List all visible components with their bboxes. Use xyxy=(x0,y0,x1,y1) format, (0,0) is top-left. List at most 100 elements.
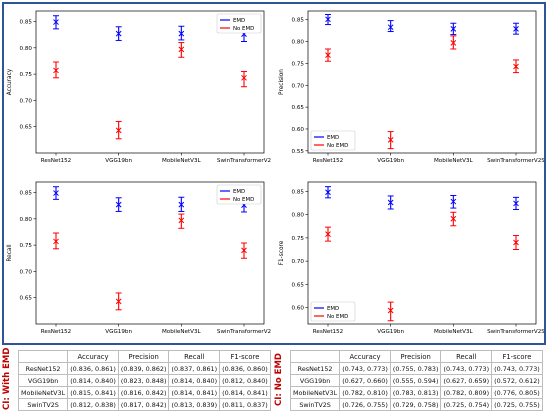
f1-score-chart: 0.60 0.65 0.70 0.75 0.80 0.85 F1-score ResNet15… xyxy=(276,176,544,343)
data-point-cross xyxy=(513,63,519,70)
table-cell: (0.837, 0.861) xyxy=(168,362,221,375)
data-point-cross xyxy=(325,16,331,23)
table-cell: ResNet152 xyxy=(289,362,341,375)
legend-label: No EMD xyxy=(327,143,348,149)
y-tick-label: 0.70 xyxy=(20,98,33,104)
x-tick-label: VGG19bn xyxy=(105,158,132,164)
f1-score-chart-svg: 0.60 0.65 0.70 0.75 0.80 0.85 F1-score ResNet15… xyxy=(279,181,544,335)
precision-chart-svg: 0.55 0.60 0.65 0.70 0.75 0.80 0.85 Precision Res… xyxy=(279,10,544,164)
data-point-cross xyxy=(53,19,59,25)
data-point-cross xyxy=(115,201,122,208)
accuracy-chart: 0.65 0.70 0.75 0.80 0.85 Accuracy ResNet152 VGG… xyxy=(4,5,272,172)
y-tick-label: 0.70 xyxy=(20,269,33,275)
legend-label: No EMD xyxy=(233,26,254,32)
y-tick-label: 0.70 xyxy=(292,259,305,265)
plot-frame xyxy=(307,10,537,154)
table-header-row: Accuracy Precision Recall F1-score xyxy=(289,350,543,363)
data-point-cross xyxy=(325,231,331,237)
y-tick-label: 0.75 xyxy=(292,61,305,67)
recall-chart: 0.65 0.70 0.75 0.80 0.85 Recall ResNet152 VGG19… xyxy=(4,176,272,343)
header-cell: Accuracy xyxy=(339,350,391,363)
data-point-cross xyxy=(178,201,185,208)
data-point-cross xyxy=(178,30,185,37)
table-cell: (0.729, 0.758) xyxy=(389,398,442,411)
table-cell: (0.812, 0.840) xyxy=(219,374,271,387)
accuracy-chart-svg: 0.65 0.70 0.75 0.80 0.85 Accuracy ResNet152 VGG… xyxy=(7,10,271,164)
y-axis-label: Accuracy xyxy=(7,68,13,95)
y-tick-label: 0.80 xyxy=(292,213,305,219)
table-cell: (0.811, 0.837) xyxy=(219,398,271,411)
y-tick-label: 0.65 xyxy=(292,282,305,288)
x-tick-label: ResNet152 xyxy=(313,158,344,164)
data-point-cross xyxy=(513,239,519,246)
header-cell: Recall xyxy=(440,350,493,363)
data-point-cross xyxy=(115,30,122,37)
y-axis-label: Recall xyxy=(7,244,13,262)
plot-frame xyxy=(35,10,265,154)
figure-frame xyxy=(2,2,546,345)
header-cell: F1-score xyxy=(219,350,271,363)
ci-no-emd-block: Accuracy Precision Recall F1-score ResNe… xyxy=(289,350,546,411)
data-point-cross xyxy=(387,24,394,31)
y-tick-label: 0.80 xyxy=(20,217,33,223)
data-point-cross xyxy=(53,190,59,196)
table-cell: (0.814, 0.841) xyxy=(219,386,271,399)
table-header-row: Accuracy Precision Recall F1-score xyxy=(17,350,271,363)
ci-with-emd-label: CI: With EMD xyxy=(2,347,12,410)
x-tick-label: SwinTransformerV2S xyxy=(487,158,544,164)
data-point-cross xyxy=(325,189,331,196)
y-tick-label: 0.85 xyxy=(292,18,305,24)
data-point-cross xyxy=(53,67,59,74)
table-cell: (0.743, 0.773) xyxy=(491,362,543,375)
table-cell: (0.755, 0.783) xyxy=(389,362,442,375)
precision-chart: 0.55 0.60 0.65 0.70 0.75 0.80 0.85 Precision Res… xyxy=(276,5,544,172)
x-tick-label: SwinTransformerV2 xyxy=(217,158,271,164)
table-row: MobileNetV3L (0.782, 0.810) (0.783, 0.81… xyxy=(289,386,543,399)
data-point-cross xyxy=(513,26,519,32)
header-cell: Recall xyxy=(168,350,221,363)
plot-frame xyxy=(307,181,537,325)
table-cell: (0.627, 0.659) xyxy=(440,374,493,387)
data-point-cross xyxy=(178,217,185,224)
legend-label: EMD xyxy=(327,306,339,312)
x-tick-label: VGG19bn xyxy=(105,329,132,335)
data-point-cross xyxy=(115,127,122,134)
header-cell: Accuracy xyxy=(67,350,119,363)
table-cell: (0.836, 0.860) xyxy=(219,362,271,375)
table-cell: SwinTV2S xyxy=(289,398,341,411)
y-tick-label: 0.55 xyxy=(292,149,305,155)
table-cell: (0.776, 0.805) xyxy=(491,386,543,399)
x-tick-label: ResNet152 xyxy=(41,158,72,164)
y-tick-label: 0.80 xyxy=(292,40,305,46)
table-cell: (0.782, 0.810) xyxy=(339,386,391,399)
data-point-cross xyxy=(241,74,247,81)
table-row: VGG19bn (0.814, 0.840) (0.823, 0.848) (0… xyxy=(17,374,271,387)
table-cell: MobileNetV3L xyxy=(17,386,69,399)
table-cell: (0.725, 0.755) xyxy=(491,398,543,411)
data-point-cross xyxy=(241,247,247,254)
data-point-cross xyxy=(387,199,394,206)
y-axis-label: Precision xyxy=(279,69,285,95)
x-tick-label: MobileNetV3L xyxy=(162,158,202,164)
y-tick-label: 0.80 xyxy=(20,46,33,52)
table-row: ResNet152 (0.743, 0.773) (0.755, 0.783) … xyxy=(289,362,543,375)
y-tick-label: 0.75 xyxy=(20,243,33,249)
data-point-cross xyxy=(115,298,122,305)
table-cell: ResNet152 xyxy=(17,362,69,375)
y-axis-label: F1-score xyxy=(279,240,285,265)
table-row: MobileNetV3L (0.815, 0.841) (0.816, 0.84… xyxy=(17,386,271,399)
table-cell: (0.836, 0.861) xyxy=(67,362,119,375)
y-tick-label: 0.75 xyxy=(20,72,33,78)
header-cell: Precision xyxy=(389,350,442,363)
x-tick-label: SwinTransformerV2 xyxy=(217,329,271,335)
x-tick-label: MobileNetV3L xyxy=(434,329,474,335)
table-row: SwinTV2S (0.812, 0.838) (0.817, 0.842) (… xyxy=(17,398,271,411)
table-cell: (0.812, 0.838) xyxy=(67,398,119,411)
table-cell: (0.782, 0.809) xyxy=(440,386,493,399)
table-cell: VGG19bn xyxy=(17,374,69,387)
data-point-cross xyxy=(450,198,457,205)
data-point-cross xyxy=(450,215,457,222)
ci-with-emd-table: Accuracy Precision Recall F1-score ResNe… xyxy=(17,350,271,411)
y-tick-label: 0.65 xyxy=(292,105,305,111)
y-tick-label: 0.85 xyxy=(20,191,33,197)
